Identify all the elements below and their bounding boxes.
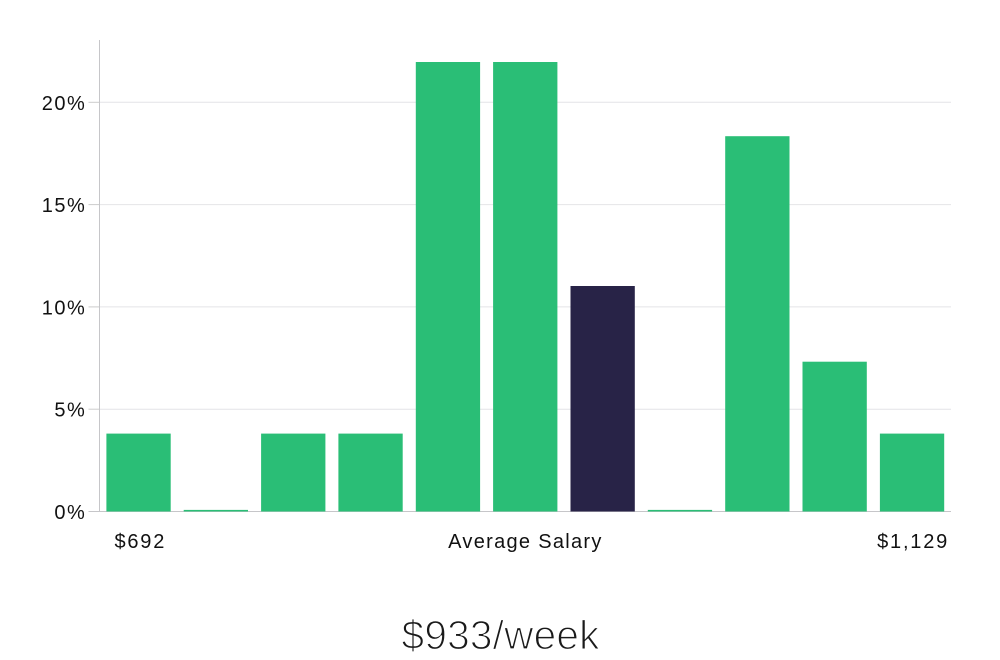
svg-text:20%: 20% <box>42 93 87 115</box>
svg-text:10%: 10% <box>42 297 87 319</box>
svg-text:$1,129: $1,129 <box>877 531 949 553</box>
svg-text:0%: 0% <box>54 502 86 524</box>
svg-text:$692: $692 <box>114 531 166 553</box>
svg-text:$933/week: $933/week <box>402 612 601 658</box>
svg-text:Average Salary: Average Salary <box>448 531 603 553</box>
svg-text:5%: 5% <box>54 400 86 422</box>
svg-text:15%: 15% <box>42 195 87 217</box>
